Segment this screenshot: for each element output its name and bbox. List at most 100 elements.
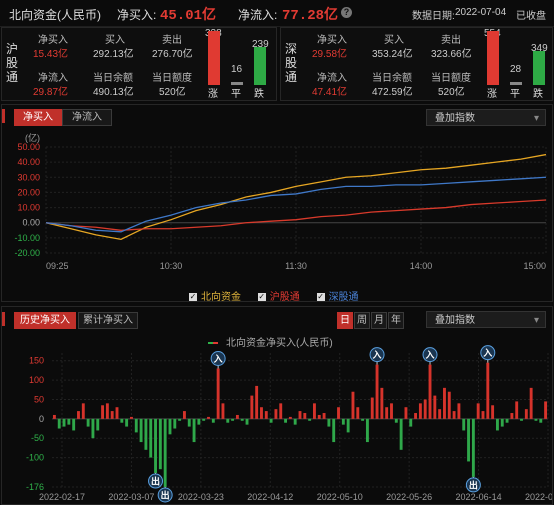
history-bar	[505, 418, 509, 423]
history-bar	[394, 418, 398, 423]
net-inflow-label: 净流入:	[238, 8, 278, 22]
sgt-up-label: 涨	[487, 89, 497, 100]
in-marker-icon-circle	[210, 350, 226, 366]
hgt-sell-label: 卖出	[162, 35, 182, 46]
tab-cumulative-net-buy[interactable]: 累计净买入	[78, 312, 138, 329]
x-tick-label: 09:25	[46, 261, 69, 271]
chevron-down-icon: ▾	[533, 113, 539, 124]
hgt-net-buy-label: 净买入	[38, 35, 68, 46]
x-tick-label: 2022-06-14	[456, 492, 502, 502]
history-bar	[293, 418, 297, 425]
intraday-legend: ✓ 北向资金 ✓ 沪股通 ✓ 深股通	[189, 288, 359, 303]
history-bar	[120, 418, 124, 423]
history-bar	[173, 418, 177, 429]
y-unit-label: (亿)	[25, 132, 40, 143]
history-bar	[539, 418, 543, 423]
checkbox-icon: ✓	[189, 292, 197, 302]
history-bar	[154, 418, 157, 474]
sgt-name: 深股通	[284, 42, 297, 84]
intraday-overlay-select[interactable]: 叠加指数 ▾	[426, 109, 546, 126]
history-bar	[495, 418, 499, 431]
sgt-buy-value: 353.24亿	[372, 49, 413, 60]
hgt-down-count: 239	[252, 39, 269, 50]
history-bar	[317, 414, 321, 419]
tab-net-buy[interactable]: 净买入	[14, 109, 62, 126]
history-overlay-select[interactable]: 叠加指数 ▾	[426, 311, 546, 328]
history-bar	[255, 385, 259, 419]
history-bar	[211, 418, 215, 423]
history-bar	[462, 418, 466, 431]
sgt-balance-value: 472.59亿	[372, 87, 413, 98]
x-tick-label: 2022-04-12	[247, 492, 293, 502]
sgt-flat-label: 平	[510, 89, 520, 100]
sgt-down-label: 跌	[533, 89, 543, 100]
legend-hgt[interactable]: ✓ 沪股通	[257, 292, 300, 303]
history-bar	[178, 418, 182, 421]
history-accent	[2, 312, 5, 326]
x-tick-label: 15:00	[523, 261, 546, 271]
checkbox-icon: ✓	[316, 292, 325, 302]
history-bar	[404, 407, 408, 419]
question-icon[interactable]: ?	[341, 7, 352, 18]
history-bar	[534, 418, 538, 421]
history-bar	[337, 407, 340, 419]
history-bar	[81, 403, 85, 419]
history-bar	[182, 411, 186, 419]
history-bar	[476, 403, 480, 419]
period-year-button[interactable]: 年	[388, 312, 404, 329]
history-bar	[351, 391, 355, 419]
hgt-net-buy-value: 15.43亿	[33, 49, 69, 60]
history-bar	[279, 403, 283, 419]
hgt-up-bar	[208, 31, 220, 85]
history-bar	[298, 411, 302, 419]
history-bar	[125, 418, 129, 427]
sgt-flat-bar	[510, 82, 522, 85]
in-marker-icon-circle	[480, 345, 496, 361]
period-week-button[interactable]: 周	[354, 312, 370, 329]
sgt-sell-label: 卖出	[441, 35, 461, 46]
y-tick-label: 30.00	[17, 172, 40, 182]
date-value: 2022-07-04	[455, 7, 507, 18]
y-tick-label: 20.00	[17, 187, 40, 197]
net-buy-label: 净买入:	[117, 8, 157, 22]
history-bar	[341, 418, 345, 425]
period-day-button[interactable]: 日	[337, 312, 353, 329]
history-bar	[418, 403, 422, 419]
legend-north[interactable]: ✓ 北向资金	[189, 292, 241, 303]
history-bar	[197, 418, 201, 425]
history-bar	[260, 407, 263, 419]
out-marker-icon-text: 出	[469, 479, 478, 490]
history-bar	[370, 397, 374, 419]
history-legend-label: 北向资金净买入(人民币)	[226, 338, 333, 349]
out-marker-icon-circle	[157, 487, 173, 503]
sgt-balance-label: 当日余额	[372, 73, 412, 84]
history-bar	[250, 395, 254, 419]
y-tick-label: -10.00	[14, 233, 40, 243]
hgt-net-inflow-value: 29.87亿	[33, 87, 69, 98]
period-month-button[interactable]: 月	[371, 312, 387, 329]
y-tick-label: 0	[39, 414, 44, 424]
x-tick-label: 2022-03-07	[108, 492, 154, 502]
history-bar	[486, 362, 490, 419]
history-bar	[105, 403, 109, 419]
hgt-line	[45, 199, 547, 231]
x-tick-label: 2022-02-17	[39, 492, 85, 502]
history-bar	[390, 403, 393, 419]
history-bar	[303, 413, 307, 419]
x-tick-label: 2022-07-04	[525, 492, 552, 502]
checkbox-icon: ✓	[257, 292, 266, 302]
history-bar	[471, 418, 475, 477]
tab-net-inflow[interactable]: 净流入	[62, 109, 112, 126]
intraday-overlay-label: 叠加指数	[435, 113, 475, 124]
history-bar	[91, 418, 95, 439]
x-tick-label: 2022-05-10	[317, 492, 363, 502]
history-bar	[447, 391, 451, 419]
market-status: 已收盘	[516, 11, 546, 22]
history-bar	[529, 387, 533, 419]
tab-history-net-buy[interactable]: 历史净买入	[14, 312, 76, 329]
header-title: 北向资金(人民币)	[9, 8, 101, 22]
y-tick-label: 40.00	[17, 157, 40, 167]
history-bar	[510, 413, 514, 419]
hgt-balance-label: 当日余额	[93, 73, 133, 84]
legend-sgt[interactable]: ✓ 深股通	[316, 292, 359, 303]
